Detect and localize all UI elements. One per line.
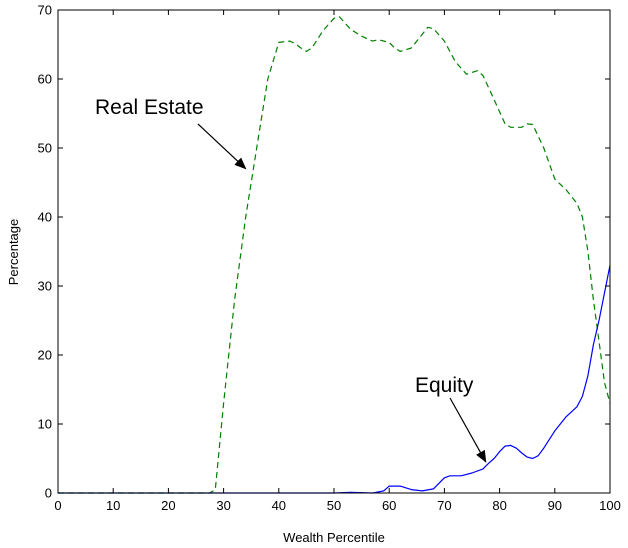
x-tick-label: 60 xyxy=(382,498,396,513)
y-tick-label: 70 xyxy=(38,3,52,18)
annotation-layer: Real Estate Equity xyxy=(95,96,487,463)
x-tick-label: 80 xyxy=(492,498,506,513)
series-line-equity xyxy=(58,265,611,494)
annotation-arrow xyxy=(449,397,487,463)
x-tick-label: 100 xyxy=(599,498,621,513)
annotation-arrow xyxy=(197,123,247,170)
annotation-label-real-estate: Real Estate xyxy=(95,96,204,119)
x-tick-label: 10 xyxy=(106,498,120,513)
y-tick-label: 50 xyxy=(38,141,52,156)
x-tick-label: 50 xyxy=(327,498,341,513)
y-tick-label: 40 xyxy=(38,210,52,225)
plot-area xyxy=(58,10,610,493)
series-layer xyxy=(58,16,611,494)
x-tick-label: 0 xyxy=(54,498,61,513)
y-tick-label: 0 xyxy=(45,486,52,501)
x-tick-label: 70 xyxy=(437,498,451,513)
y-tick-label: 30 xyxy=(38,279,52,294)
y-tick-label: 10 xyxy=(38,417,52,432)
y-tick-label: 60 xyxy=(38,72,52,87)
series-line-real-estate xyxy=(58,16,611,494)
x-tick-label: 90 xyxy=(548,498,562,513)
y-axis-label: Percentage xyxy=(6,219,21,286)
x-tick-label: 40 xyxy=(272,498,286,513)
x-tick-label: 20 xyxy=(161,498,175,513)
x-tick-label: 30 xyxy=(216,498,230,513)
annotation-label-equity: Equity xyxy=(415,374,474,397)
y-tick-label: 20 xyxy=(38,348,52,363)
ticks-layer: 0 10 20 30 40 50 60 70 80 90 100 0 10 20 30 40 50 60 70 xyxy=(38,3,621,514)
x-axis-label: Wealth Percentile xyxy=(283,530,385,545)
